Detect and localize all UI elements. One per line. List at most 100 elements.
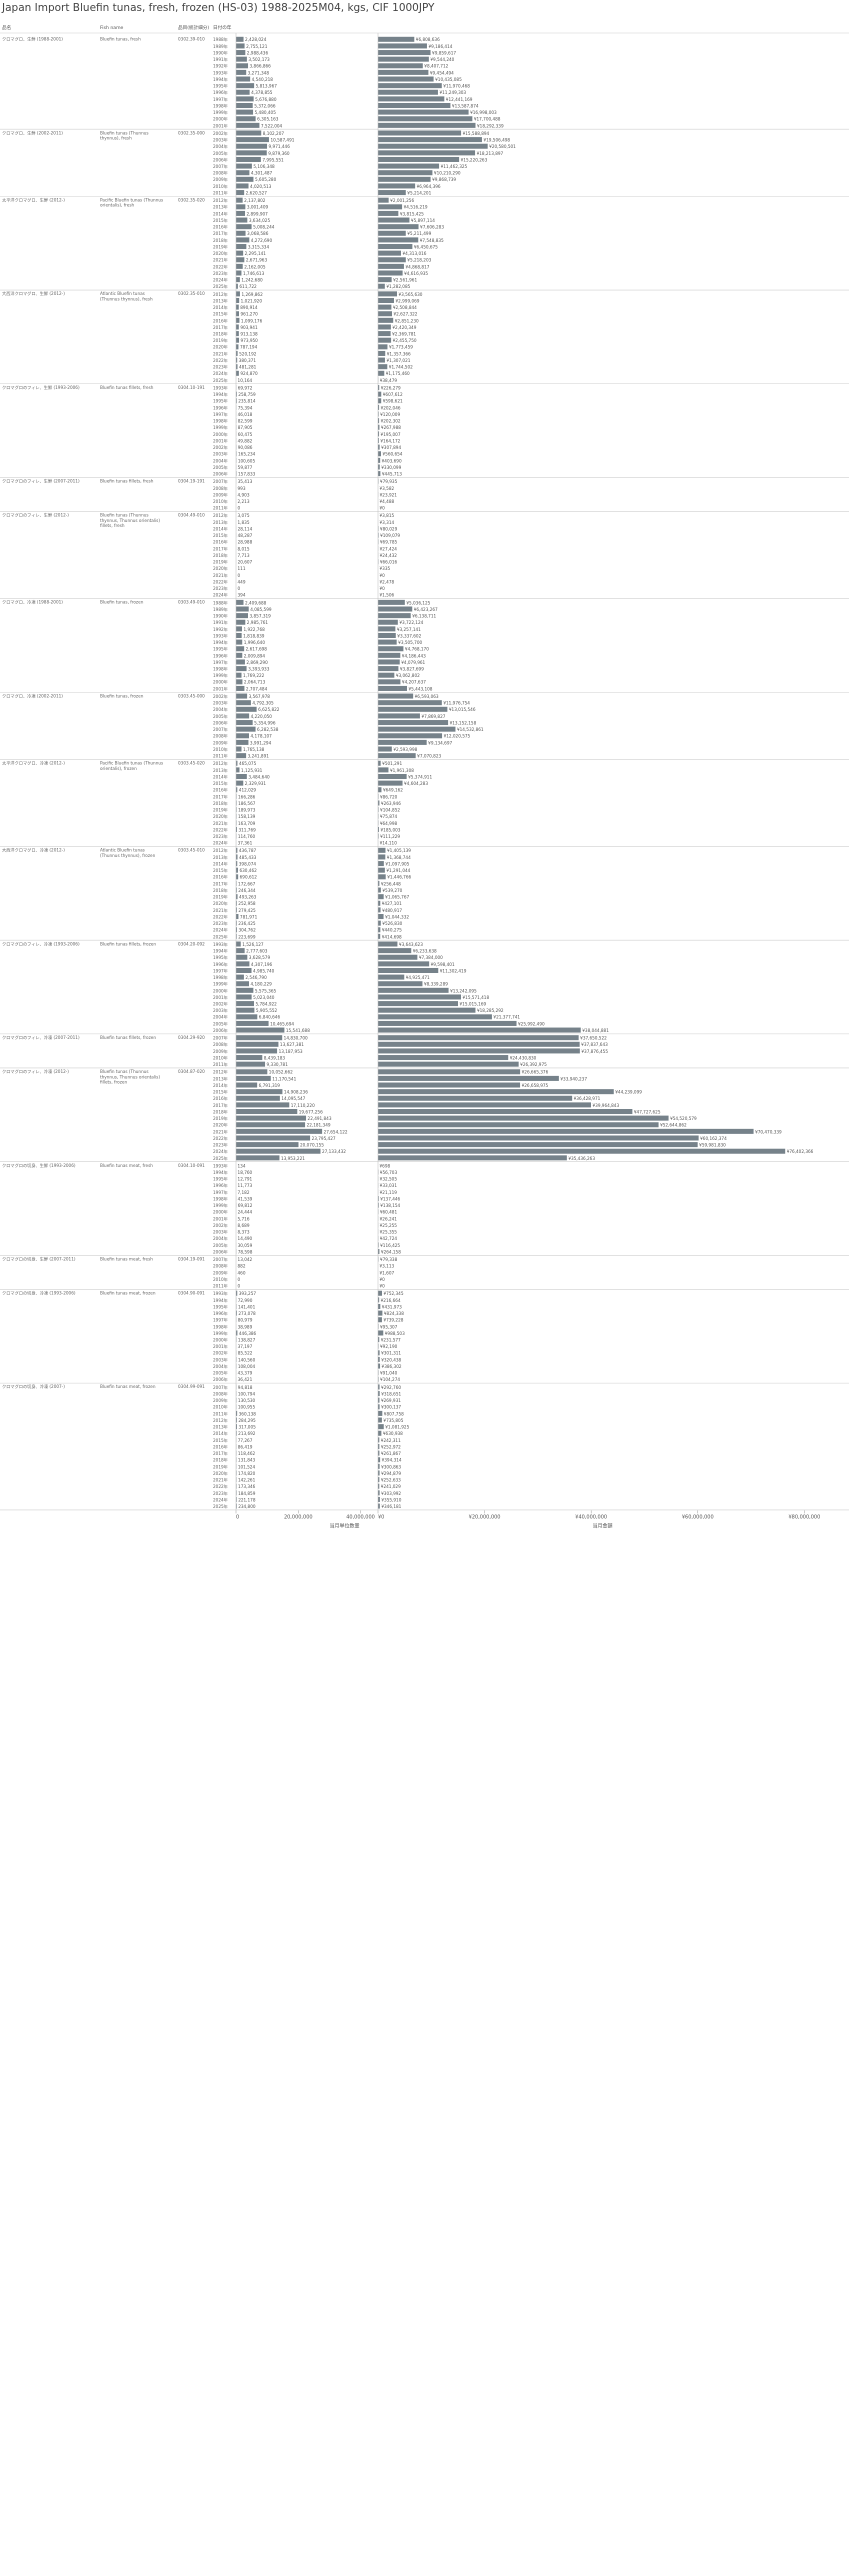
quantity-label: 59,877 <box>238 465 253 470</box>
group-hs-code: 0304.19-191 <box>178 479 205 484</box>
value-label: ¥607,612 <box>383 392 403 397</box>
value-bar <box>378 941 398 947</box>
year-label: 2011年 <box>213 1283 228 1290</box>
value-bar <box>378 746 392 752</box>
value-label: ¥36,428,971 <box>574 1096 601 1101</box>
year-label: 2022年 <box>213 263 228 270</box>
quantity-bar <box>236 739 249 745</box>
value-bar <box>378 639 397 645</box>
year-label: 2000年 <box>213 1209 228 1216</box>
year-label: 2022年 <box>213 826 228 833</box>
year-label: 2024年 <box>213 1496 228 1503</box>
value-label: ¥735,805 <box>383 1418 403 1423</box>
group-name: 太平洋クロマグロ、生鮮 (2012-) <box>2 196 65 203</box>
quantity-label: 4,220,050 <box>251 714 273 719</box>
value-bar <box>378 774 407 780</box>
value-bar <box>378 63 423 69</box>
year-label: 2013年 <box>213 767 228 774</box>
column-header-name: 品名 <box>2 24 11 31</box>
value-bar <box>378 1310 383 1316</box>
quantity-label: 19,677,256 <box>299 1109 323 1114</box>
quantity-label: 236,425 <box>238 921 256 926</box>
year-label: 2009年 <box>213 176 228 183</box>
quantity-bar <box>236 183 249 189</box>
year-label: 2014年 <box>213 304 228 311</box>
quantity-label: 100,955 <box>238 1405 256 1410</box>
quantity-label: 913,138 <box>240 332 258 337</box>
quantity-label: 140,560 <box>238 1357 256 1362</box>
value-bar <box>378 385 380 391</box>
value-bar <box>378 927 381 933</box>
quantity-bar <box>236 646 245 652</box>
quantity-bar <box>236 103 253 109</box>
year-label: 2005年 <box>213 1370 228 1377</box>
value-label: ¥3,815,425 <box>400 211 424 216</box>
quantity-bar <box>236 907 237 913</box>
value-bar <box>378 1397 380 1403</box>
value-label: ¥6,233,638 <box>413 949 437 954</box>
value-bar <box>378 183 416 189</box>
quantity-bar <box>236 1310 237 1316</box>
year-label: 2001年 <box>213 122 228 129</box>
group-name: クロマグロのフィレ、生鮮 (2007-2011) <box>2 478 80 485</box>
group-name: クロマグロのフィレ、生鮮 (2012-) <box>2 512 69 519</box>
year-label: 2019年 <box>213 337 228 344</box>
value-label: ¥403,690 <box>382 458 402 463</box>
year-label: 1998年 <box>213 666 228 673</box>
year-label: 2002年 <box>213 693 228 700</box>
quantity-label: 82,599 <box>238 419 253 424</box>
quantity-bar <box>236 880 237 886</box>
quantity-label: 1,125,931 <box>241 768 263 773</box>
value-bar <box>378 1115 669 1121</box>
quantity-label: 27,654,122 <box>324 1129 348 1134</box>
value-bar <box>378 961 430 967</box>
value-label: ¥15,220,263 <box>461 157 488 162</box>
year-label: 1997年 <box>213 1317 228 1324</box>
quantity-bar <box>236 244 247 250</box>
value-label: ¥3,565,630 <box>399 292 423 297</box>
value-bar <box>378 1376 379 1382</box>
quantity-label: 380,371 <box>239 358 257 363</box>
quantity-label: 38,989 <box>238 1324 253 1329</box>
group-fish-name: Bluefin tunas (Thunnus <box>100 130 149 135</box>
quantity-bar <box>236 190 245 196</box>
year-label: 2024年 <box>213 927 228 934</box>
year-label: 2007年 <box>213 1035 228 1042</box>
value-bar <box>378 1323 379 1329</box>
value-label: ¥9,859,617 <box>432 50 456 55</box>
value-bar <box>378 599 405 605</box>
year-label: 1988年 <box>213 599 228 606</box>
value-bar <box>378 257 406 263</box>
quantity-bar <box>236 632 242 638</box>
quantity-bar <box>236 1095 280 1101</box>
value-label: ¥111,229 <box>380 834 400 839</box>
value-label: ¥526,830 <box>382 921 402 926</box>
year-label: 2020年 <box>213 565 228 572</box>
group-fish-name: Bluefin tunas, frozen <box>100 600 144 605</box>
value-label: ¥5,211,499 <box>407 231 431 236</box>
quantity-bar <box>236 304 239 310</box>
quantity-label: 235,814 <box>238 399 256 404</box>
group-name: クロマグロの切身、冷凍 (2007-) <box>2 1383 65 1390</box>
value-bar <box>378 83 442 89</box>
group-name: クロマグロのフィレ、生鮮 (1993-2006) <box>2 384 80 391</box>
value-label: ¥17,700,488 <box>474 117 501 122</box>
quantity-bar <box>236 974 244 980</box>
value-label: ¥116,425 <box>380 1243 400 1248</box>
year-label: 2011年 <box>213 189 228 196</box>
value-bar <box>378 217 410 223</box>
quantity-bar <box>236 606 249 612</box>
year-label: 1994年 <box>213 76 228 83</box>
quantity-bar <box>236 156 261 162</box>
quantity-label: 611,722 <box>239 284 257 289</box>
value-bar <box>378 1417 382 1423</box>
value-bar <box>378 109 469 115</box>
value-bar <box>378 464 380 470</box>
year-label: 1999年 <box>213 672 228 679</box>
quantity-bar <box>236 914 239 920</box>
quantity-label: 993 <box>238 486 246 491</box>
quantity-label: 30,059 <box>238 1243 253 1248</box>
value-tick-label: ¥0 <box>378 1514 384 1520</box>
year-label: 2024年 <box>213 277 228 284</box>
quantity-bar <box>236 948 245 954</box>
